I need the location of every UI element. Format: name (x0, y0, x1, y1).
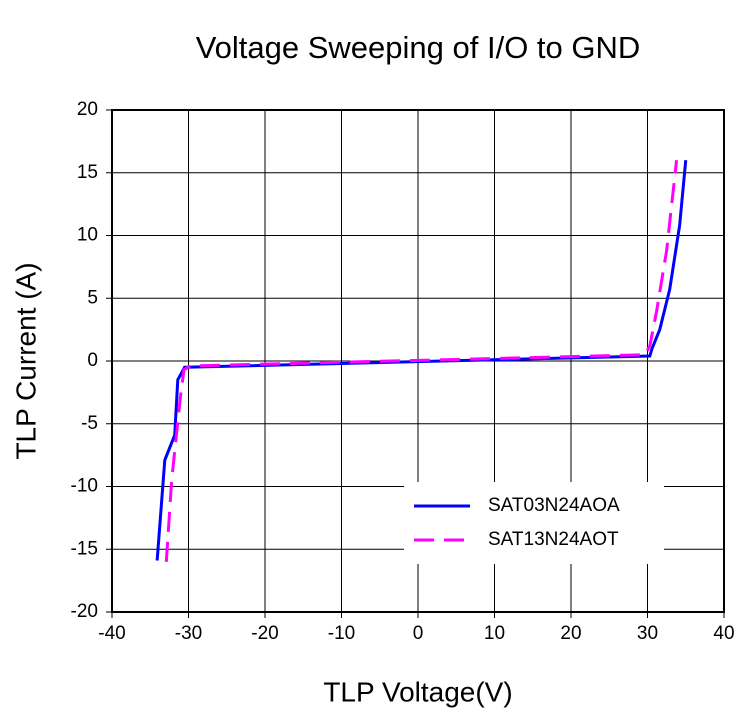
y-tick-label: -5 (81, 413, 98, 434)
y-tick-label: 5 (87, 287, 98, 308)
y-tick-label: 15 (77, 162, 98, 183)
x-tick-label: -40 (98, 623, 125, 644)
x-tick-label: -20 (251, 623, 278, 644)
legend-label: SAT13N24AOT (488, 529, 619, 550)
legend-box (404, 482, 664, 564)
y-axis-label: TLP Current (A) (10, 262, 41, 459)
y-tick-label: -20 (71, 601, 98, 622)
x-tick-label: 10 (484, 623, 505, 644)
plot-frame (111, 109, 725, 613)
x-axis-label: TLP Voltage(V) (323, 676, 512, 707)
x-tick-label: 30 (637, 623, 658, 644)
y-tick-label: 10 (77, 225, 98, 246)
x-tick-label: 40 (713, 623, 734, 644)
x-tick-label: 20 (560, 623, 581, 644)
y-tick-label: 0 (87, 350, 98, 371)
y-tick-label: 20 (77, 99, 98, 120)
y-tick-label: -10 (71, 476, 98, 497)
y-tick-label: -15 (71, 538, 98, 559)
x-tick-label: -10 (328, 623, 355, 644)
x-tick-label: -30 (175, 623, 202, 644)
data-line (155, 160, 688, 561)
chart-title: Voltage Sweeping of I/O to GND (196, 30, 641, 65)
legend-label: SAT03N24AOA (488, 495, 620, 516)
data-line (164, 160, 679, 562)
x-tick-label: 0 (413, 623, 424, 644)
